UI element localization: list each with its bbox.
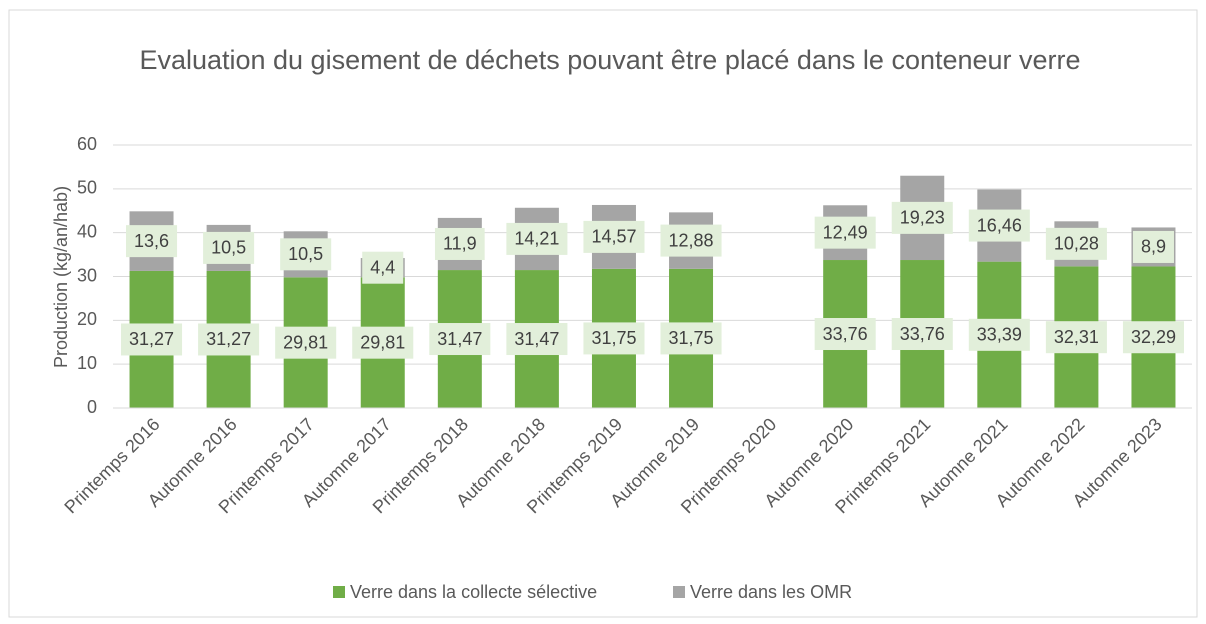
- data-label-box: [275, 326, 337, 359]
- data-label: 16,46: [977, 215, 1022, 235]
- data-label: 33,39: [977, 325, 1022, 345]
- data-label: 19,23: [900, 208, 945, 228]
- data-label-box: [121, 323, 183, 356]
- data-label-box: [891, 318, 953, 351]
- y-tick-label: 40: [77, 221, 97, 241]
- data-label: 31,27: [129, 329, 174, 349]
- data-label: 12,49: [823, 222, 868, 242]
- data-label: 33,76: [823, 324, 868, 344]
- chart-border: [8, 9, 1198, 618]
- data-label-box: [814, 216, 876, 249]
- data-label: 32,31: [1054, 327, 1099, 347]
- data-label-box: [203, 231, 255, 264]
- data-label-box: [280, 238, 332, 271]
- data-label-box: [660, 224, 722, 257]
- legend-swatch: [673, 586, 685, 598]
- data-label: 31,47: [437, 329, 482, 349]
- data-label: 33,76: [900, 324, 945, 344]
- data-label-box: [352, 326, 414, 359]
- legend-label: Verre dans la collecte sélective: [350, 582, 597, 602]
- data-label-box: [1132, 230, 1174, 263]
- y-tick-label: 0: [87, 397, 97, 417]
- data-label: 10,28: [1054, 234, 1099, 254]
- data-label-box: [1045, 227, 1107, 260]
- data-label-box: [814, 318, 876, 351]
- data-label: 14,21: [514, 229, 559, 249]
- data-label-box: [362, 251, 404, 284]
- data-label: 11,9: [443, 234, 477, 254]
- data-label-box: [968, 318, 1030, 351]
- data-label: 8,9: [1141, 237, 1166, 257]
- data-label: 10,5: [288, 244, 323, 264]
- legend-swatch: [333, 586, 345, 598]
- data-label-box: [1045, 321, 1107, 354]
- y-tick-label: 10: [77, 353, 97, 373]
- data-label: 31,75: [591, 328, 636, 348]
- data-label: 13,6: [134, 231, 169, 251]
- data-label: 4,4: [370, 257, 395, 277]
- data-label: 14,57: [591, 227, 636, 247]
- data-label: 12,88: [669, 230, 714, 250]
- data-label-box: [660, 322, 722, 355]
- chart-title: Evaluation du gisement de déchets pouvan…: [139, 45, 1081, 75]
- data-label-box: [198, 323, 260, 356]
- data-label-box: [126, 225, 178, 258]
- y-tick-label: 50: [77, 178, 97, 198]
- y-tick-label: 20: [77, 309, 97, 329]
- data-label: 29,81: [360, 332, 405, 352]
- data-label: 32,29: [1131, 327, 1176, 347]
- data-label: 31,47: [514, 329, 559, 349]
- y-tick-label: 60: [77, 134, 97, 154]
- data-label-box: [1122, 321, 1184, 354]
- data-label-box: [891, 201, 953, 234]
- data-label-box: [968, 209, 1030, 242]
- data-label-box: [429, 323, 491, 356]
- data-label: 29,81: [283, 332, 328, 352]
- data-label: 31,75: [669, 328, 714, 348]
- data-label: 31,27: [206, 329, 251, 349]
- legend-label: Verre dans les OMR: [690, 582, 852, 602]
- data-label-box: [506, 222, 568, 255]
- y-axis-label: Production (kg/an/hab): [51, 186, 71, 368]
- data-label: 10,5: [211, 238, 246, 258]
- data-label-box: [583, 322, 645, 355]
- y-tick-label: 30: [77, 265, 97, 285]
- data-label-box: [583, 220, 645, 253]
- data-label-box: [434, 227, 485, 260]
- data-label-box: [506, 323, 568, 356]
